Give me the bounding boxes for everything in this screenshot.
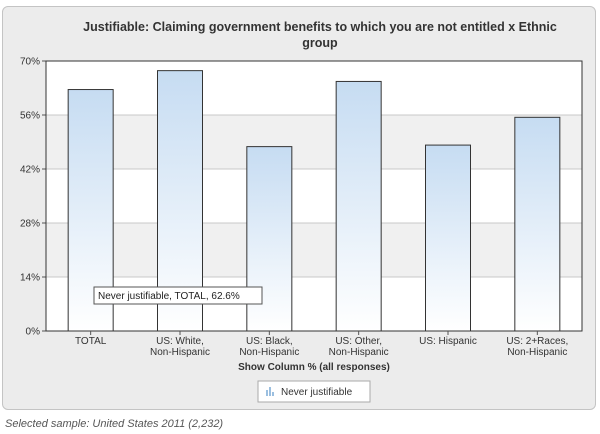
x-tick-label: US: 2+Races,	[506, 336, 568, 347]
chart-title-line-1: Justifiable: Claiming government benefit…	[83, 20, 557, 34]
bar-3	[335, 80, 382, 332]
x-tick-label: US: Black,	[246, 336, 293, 347]
tooltip-text: Never justifiable, TOTAL, 62.6%	[98, 291, 240, 302]
x-tick-label: US: Hispanic	[419, 336, 477, 347]
x-tick-label: Non-Hispanic	[239, 347, 299, 358]
chart-title-line-2: group	[302, 36, 338, 50]
x-tick-label: US: White,	[156, 336, 204, 347]
y-tick-label: 56%	[20, 111, 40, 122]
x-tick-label: US: Other,	[335, 336, 382, 347]
x-tick-label: Non-Hispanic	[329, 347, 389, 358]
y-tick-label: 70%	[20, 57, 40, 68]
x-axis-label: Show Column % (all responses)	[238, 362, 390, 373]
x-tick-label: Non-Hispanic	[507, 347, 567, 358]
y-tick-label: 0%	[26, 327, 41, 338]
grid-band	[46, 115, 582, 169]
plot-frame	[45, 60, 583, 332]
x-tick-label: TOTAL	[75, 336, 107, 347]
y-tick-label: 42%	[20, 165, 40, 176]
tooltip-box	[93, 286, 263, 305]
plot-area	[46, 61, 582, 331]
bar-4	[425, 144, 471, 332]
y-tick-label: 28%	[20, 219, 40, 230]
legend-label-never-justifiable: Never justifiable	[281, 387, 353, 398]
legend: Never justifiable	[257, 380, 371, 403]
sample-caption: Selected sample: United States 2011 (2,2…	[5, 418, 224, 430]
y-tick-label: 14%	[20, 273, 40, 284]
bar-5	[514, 116, 561, 332]
x-tick-label: Non-Hispanic	[150, 347, 210, 358]
grid-band	[46, 223, 582, 277]
bar-chart-icon	[266, 387, 274, 396]
legend-box	[257, 380, 371, 403]
